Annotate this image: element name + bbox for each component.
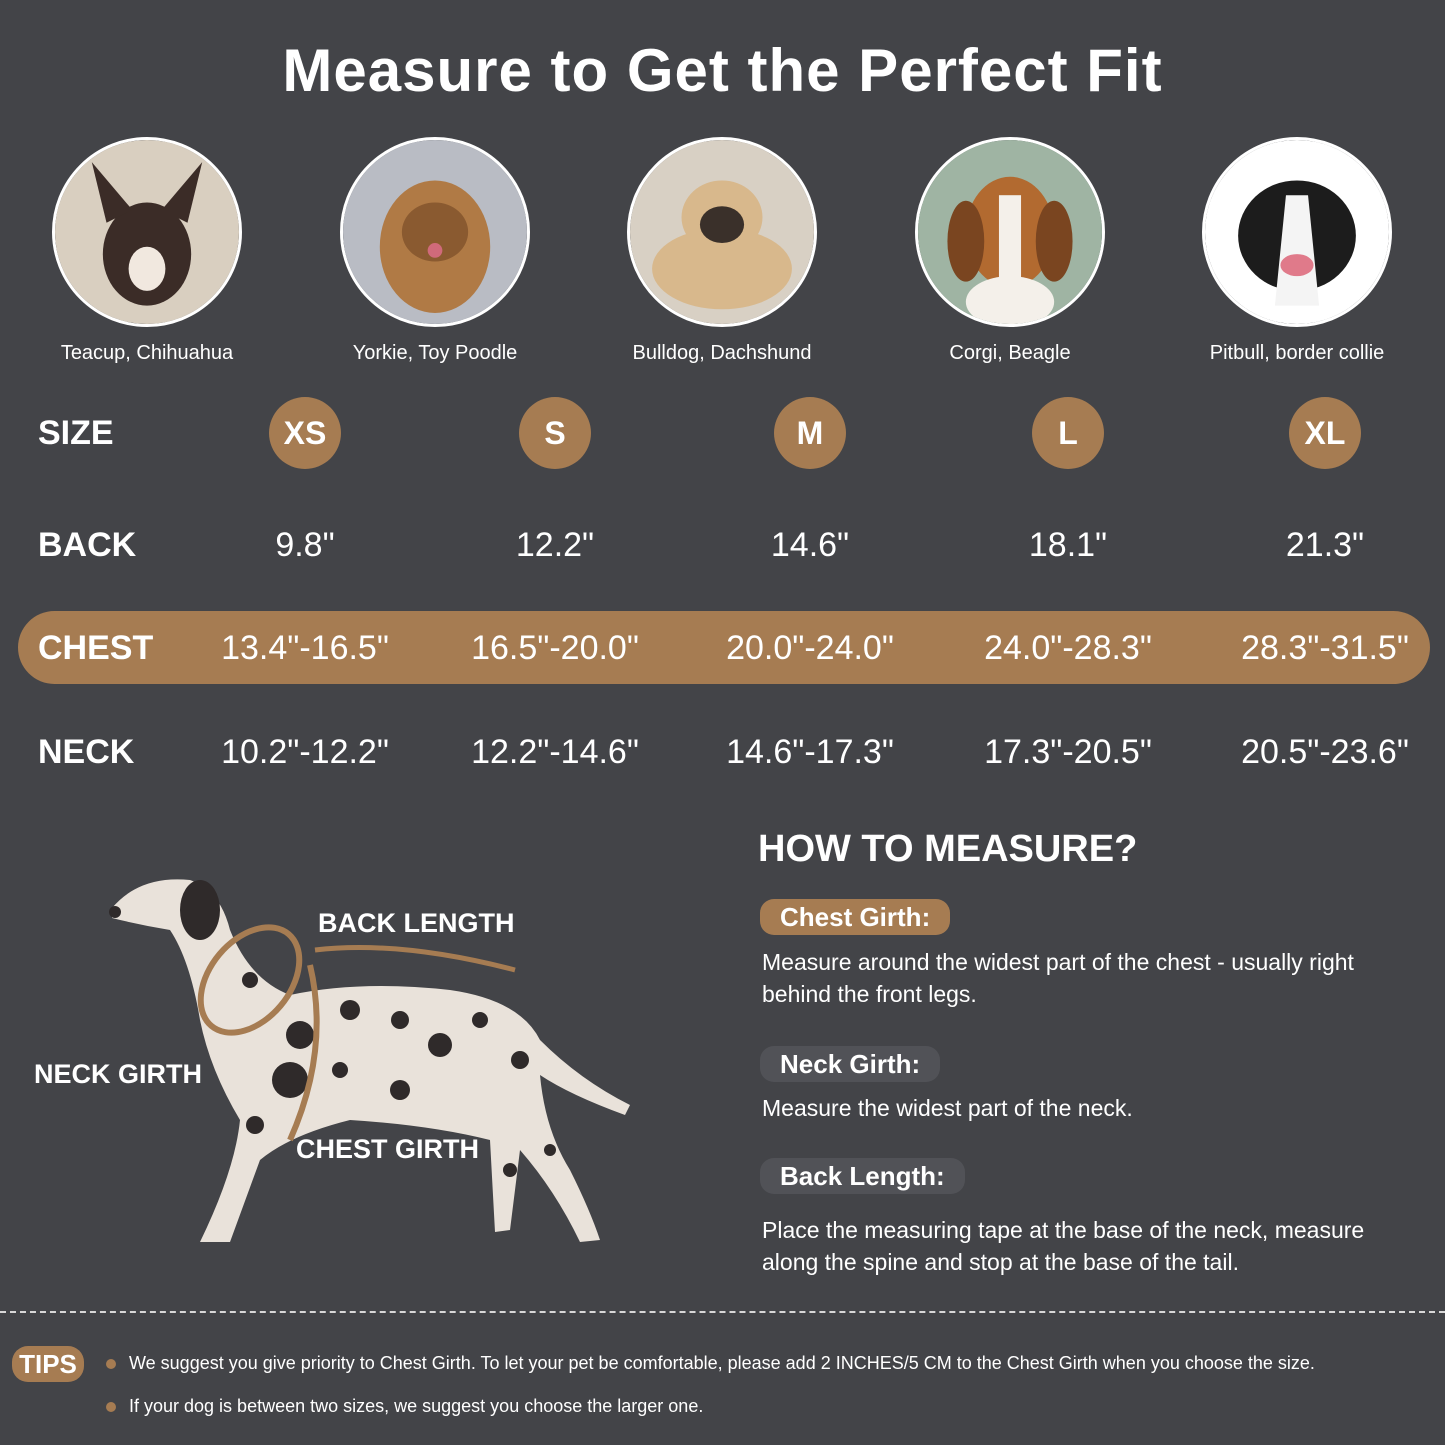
back-cell: 12.2" [515, 526, 595, 564]
chest-girth-description: Measure around the widest part of the ch… [762, 949, 1354, 1007]
tip-text: If your dog is between two sizes, we sug… [129, 1396, 704, 1416]
back-length-pill: Back Length: [760, 1158, 965, 1194]
size-badge: M [774, 397, 846, 469]
border-collie-photo [1202, 137, 1392, 327]
back-cell: 18.1" [1028, 526, 1108, 564]
chest-cell: 20.0"-24.0" [726, 629, 894, 667]
tip-item: If your dog is between two sizes, we sug… [106, 1396, 703, 1417]
chest-cell: 13.4"-16.5" [221, 629, 389, 667]
tips-badge: TIPS [12, 1346, 84, 1382]
breed-label: Yorkie, Toy Poodle [352, 342, 518, 364]
back-cell: 21.3" [1285, 526, 1365, 564]
bullet-icon [106, 1358, 116, 1369]
neck-cell: 10.2"-12.2" [221, 733, 389, 771]
neck-girth-description: Measure the widest part of the neck. [762, 1095, 1133, 1121]
size-row-label: SIZE [38, 414, 114, 452]
neck-cell: 17.3"-20.5" [984, 733, 1152, 771]
back-cell: 9.8" [275, 526, 335, 564]
beagle-photo [915, 137, 1105, 327]
neck-cell: 20.5"-23.6" [1241, 733, 1409, 771]
chest-cell: 16.5"-20.0" [471, 629, 639, 667]
back-length-label: BACK LENGTH [318, 908, 515, 938]
size-badge: S [519, 397, 591, 469]
how-to-heading: HOW TO MEASURE? [758, 828, 1138, 870]
yorkie-photo [340, 137, 530, 327]
breed-label: Corgi, Beagle [949, 342, 1071, 364]
tip-text: We suggest you give priority to Chest Gi… [129, 1353, 1315, 1373]
chihuahua-photo [52, 137, 242, 327]
back-row-label: BACK [38, 526, 137, 564]
neck-cell: 14.6"-17.3" [726, 733, 894, 771]
chest-girth-pill: Chest Girth: [760, 899, 951, 935]
back-length-description: Place the measuring tape at the base of … [762, 1217, 1365, 1275]
neck-girth-pill: Neck Girth: [760, 1046, 941, 1082]
page-title: Measure to Get the Perfect Fit [282, 37, 1163, 104]
size-badge: XS [269, 397, 341, 469]
divider [0, 1311, 1445, 1313]
neck-girth-label: NECK GIRTH [34, 1059, 202, 1089]
size-badge: XL [1289, 397, 1361, 469]
bullet-icon [106, 1401, 116, 1412]
breed-label: Pitbull, border collie [1209, 342, 1385, 364]
chest-cell: 28.3"-31.5" [1241, 629, 1409, 667]
pug-photo [627, 137, 817, 327]
chest-girth-label: CHEST GIRTH [296, 1134, 480, 1164]
back-cell: 14.6" [770, 526, 850, 564]
dalmatian-illustration [109, 879, 630, 1242]
size-badge: L [1032, 397, 1104, 469]
breed-label: Bulldog, Dachshund [632, 342, 812, 364]
neck-cell: 12.2"-14.6" [471, 733, 639, 771]
neck-row-label: NECK [38, 733, 135, 771]
breed-label: Teacup, Chihuahua [60, 342, 234, 364]
tip-item: We suggest you give priority to Chest Gi… [106, 1353, 1315, 1374]
chest-row-label: CHEST [38, 629, 154, 667]
chest-row-highlight [18, 611, 1430, 684]
chest-cell: 24.0"-28.3" [984, 629, 1152, 667]
